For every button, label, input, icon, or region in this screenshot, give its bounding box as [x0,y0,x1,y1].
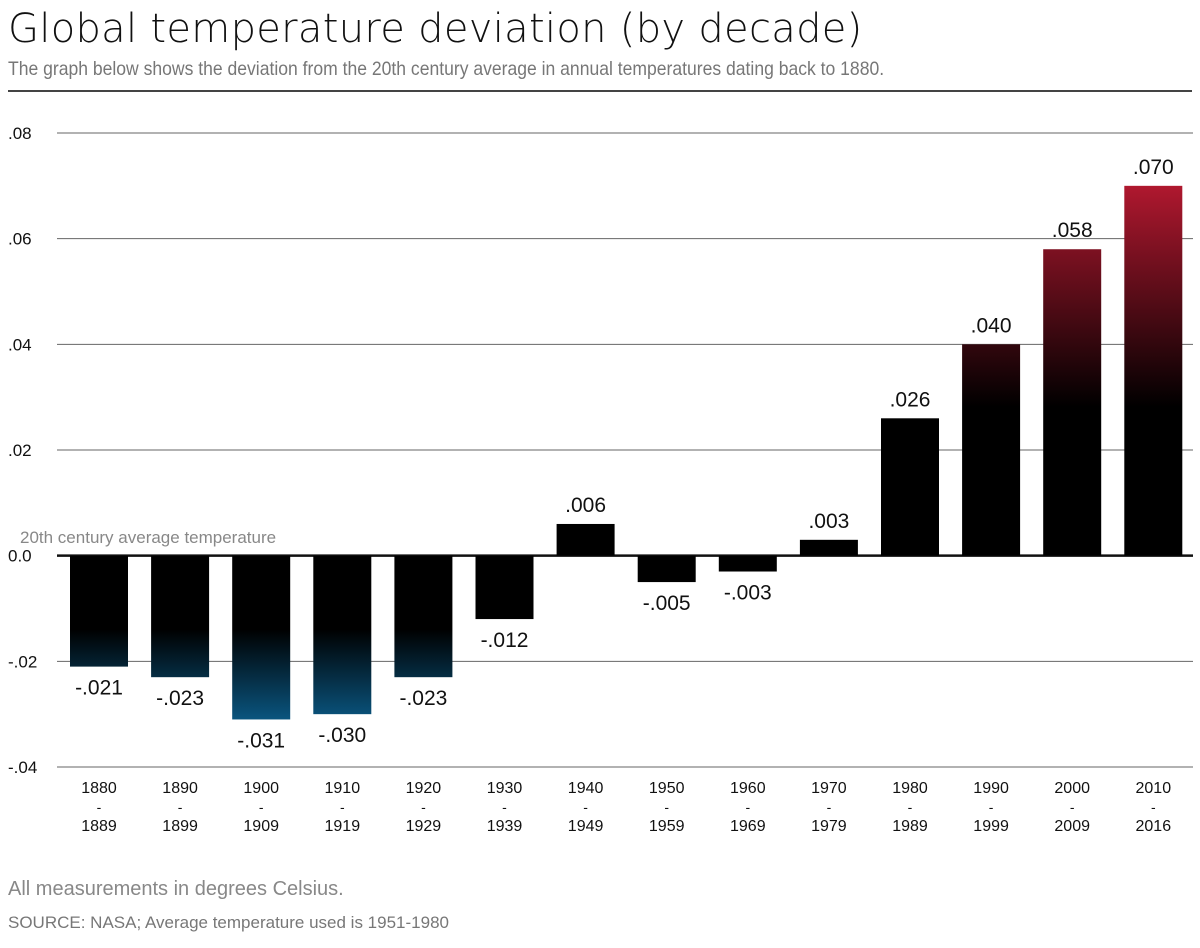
x-tick-label: 2016 [1136,818,1172,835]
x-tick-label: - [421,799,426,815]
bar-chart: .08 .06 .04 .02 0.0 -.02 -.04 -.021 1880 - 1889 -.… [8,124,1193,835]
data-label: -.021 [75,677,123,700]
chart-title: Global temperature deviation (by decade) [8,6,863,52]
x-tick-label: 1950 [649,780,685,797]
bar [637,555,696,583]
y-tick-label: -.02 [8,652,37,671]
data-label: .070 [1133,156,1174,179]
x-tick-label: 1979 [811,818,847,835]
x-tick-label: - [989,799,994,815]
x-tick-label: - [259,799,264,815]
x-tick-label: - [827,799,832,815]
x-tick-label: 1959 [649,818,685,835]
x-tick-label: 1880 [81,780,117,797]
source-note: SOURCE: NASA; Average temperature used i… [8,913,449,932]
x-tick-label: 1930 [487,780,523,797]
y-tick-label: .08 [8,124,32,143]
x-tick-label: 1920 [406,780,442,797]
x-tick-label: 1900 [243,780,279,797]
x-tick-label: - [1070,799,1075,815]
y-tick-label: .02 [8,441,32,460]
x-tick-label: 1960 [730,780,766,797]
x-tick-label: 1970 [811,780,847,797]
data-label: -.030 [318,724,366,747]
baseline-label: 20th century average temperature [20,528,276,547]
header-divider [8,90,1192,92]
data-label: .040 [971,314,1012,337]
x-tick-label: - [745,799,750,815]
bar [232,555,291,720]
data-label: .003 [808,510,849,533]
x-tick-label: 2010 [1136,780,1172,797]
bar [475,555,534,620]
x-tick-label: 1910 [325,780,361,797]
data-label: -.023 [156,687,204,710]
data-label: -.003 [724,582,772,605]
x-tick-label: 1949 [568,818,604,835]
bar [151,555,210,678]
data-label: -.012 [481,629,529,652]
y-tick-label: .04 [8,335,32,354]
x-tick-label: 1969 [730,818,766,835]
x-tick-label: - [97,799,102,815]
data-label: .026 [890,388,931,411]
x-tick-label: 1899 [162,818,198,835]
x-tick-label: 1980 [892,780,928,797]
x-tick-label: - [1151,799,1156,815]
x-tick-label: 2000 [1054,780,1090,797]
bar [962,344,1021,556]
bar [881,418,939,556]
x-tick-label: - [908,799,913,815]
x-tick-label: 1940 [568,780,604,797]
bar [1043,249,1102,556]
x-tick-label: 1939 [487,818,523,835]
x-tick-label: - [664,799,669,815]
y-tick-label: .06 [8,230,32,249]
bar [718,555,777,572]
data-label: -.031 [237,729,285,752]
x-tick-label: - [178,799,183,815]
bar [556,523,615,556]
x-tick-label: 2009 [1054,818,1090,835]
data-label: .006 [565,494,606,517]
y-tick-label: -.04 [8,758,37,777]
x-tick-label: 1999 [973,818,1009,835]
data-label: .058 [1052,219,1093,242]
bar [1124,185,1183,556]
x-tick-label: 1919 [325,818,361,835]
x-tick-label: 1990 [973,780,1009,797]
x-tick-label: 1989 [892,818,928,835]
bar [313,555,372,715]
x-tick-label: - [583,799,588,815]
data-label: -.023 [399,687,447,710]
chart-subtitle: The graph below shows the deviation from… [8,58,885,80]
x-tick-label: - [502,799,507,815]
x-tick-label: 1889 [81,818,117,835]
x-tick-label: - [340,799,345,815]
data-label: -.005 [643,592,691,615]
x-tick-label: 1929 [406,818,442,835]
y-tick-label: 0.0 [8,547,32,566]
x-tick-label: 1909 [243,818,279,835]
bar [394,555,453,678]
units-note: All measurements in degrees Celsius. [8,878,344,900]
bar [70,555,128,667]
x-tick-label: 1890 [162,780,198,797]
bar [799,539,858,556]
